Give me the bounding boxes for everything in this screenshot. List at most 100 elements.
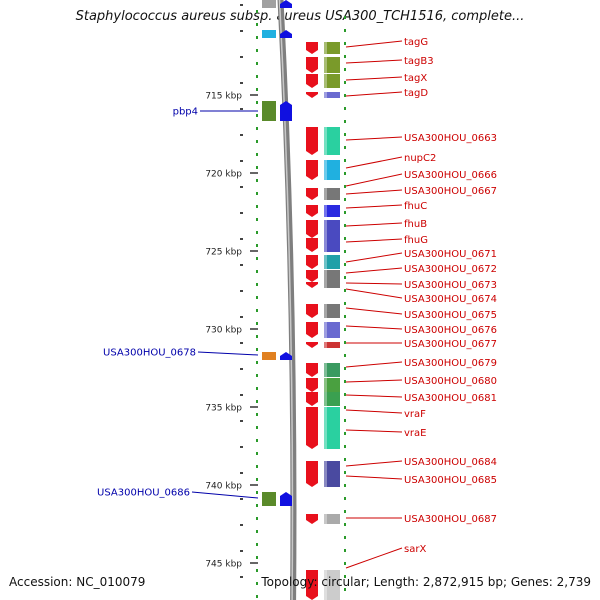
tick-dot [344,263,346,266]
tick-dot [344,172,346,175]
tick-dot [344,367,346,370]
tick-dot [256,556,258,559]
homolog-block [324,205,340,217]
tick-dot [344,289,346,292]
tick-dot [344,315,346,318]
tick-dot [256,153,258,156]
homolog-block [324,570,340,600]
homolog-block [262,30,276,38]
tick-dot [344,575,346,578]
label-leader [345,136,403,141]
tick-dot [344,250,346,253]
tick-dot [344,29,346,32]
label-leader [345,40,403,48]
tick-dot [344,302,346,305]
forward-gene-arrow [306,74,318,88]
homolog-highlight [324,304,327,318]
tick-dot [256,218,258,221]
tick-dots-left [240,4,258,598]
tick-dot [240,30,243,32]
label-leader [345,475,403,480]
label-leader [345,460,403,467]
tick-dots-right [344,16,346,591]
tick-dot [256,465,258,468]
tick-dot [256,517,258,520]
homolog-block [324,378,340,392]
gene-label: USA300HOU_0663 [404,133,497,144]
tick-dot [240,134,243,136]
homolog-block [324,127,340,155]
tick-dot [344,185,346,188]
forward-gene-arrow [306,363,318,377]
gene-label: nupC2 [404,153,436,164]
label-leader [345,222,403,227]
forward-gene-arrow [306,322,318,338]
tick-dot [344,276,346,279]
tick-dot [344,42,346,45]
gene-label: tagB3 [404,56,434,67]
gene-label: vraE [404,428,426,439]
label-leader [345,409,403,414]
homolog-highlight [324,461,327,487]
tick-dot [344,107,346,110]
gene-label: fhuC [404,201,427,212]
map-title: Staphylococcus aureus subsp. aureus USA3… [75,9,525,24]
gene-label: tagG [404,37,428,48]
tick-dot [240,160,243,162]
tick-dot [344,224,346,227]
gene-label: pbp4 [173,107,198,118]
homolog-block [324,282,340,288]
homolog-block [324,92,340,98]
gene-label: USA300HOU_0671 [404,249,497,260]
gene-label: USA300HOU_0677 [404,339,497,350]
tick-dot [240,238,243,240]
tick-dot [344,523,346,526]
tick-dot [344,458,346,461]
homolog-highlight [324,363,327,377]
tick-dot [240,446,243,448]
tick-dot [344,471,346,474]
tick-dot [240,342,243,344]
forward-gene-arrow [306,570,318,600]
homolog-block [324,188,340,200]
label-leader [345,429,403,433]
homolog-highlight [324,74,327,88]
forward-gene-arrow [306,270,318,282]
homolog-block [324,57,340,73]
forward-gene-arrow [306,160,318,180]
homolog-block [262,101,276,121]
tick-dot [240,212,243,214]
tick-dot [344,341,346,344]
homolog-highlight [324,342,327,348]
tick-dot [256,283,258,286]
tick-dot [240,498,243,500]
homolog-highlight [324,407,327,449]
tick-dot [344,588,346,591]
tick-dot [256,257,258,260]
tick-dot [256,192,258,195]
forward-gene-arrow [306,407,318,449]
tick-dot [256,166,258,169]
homolog-highlight [324,282,327,288]
tick-dot [344,55,346,58]
homolog-block [262,0,276,8]
homolog-block [324,342,340,348]
gene-label: USA300HOU_0666 [404,170,497,181]
tick-dot [344,510,346,513]
label-leader [345,173,403,187]
label-leader [345,288,403,299]
label-leader [345,238,403,243]
tick-dot [256,361,258,364]
tick-dot [344,432,346,435]
homolog-highlight [324,514,327,524]
homolog-block [324,304,340,318]
tick-dot [256,140,258,143]
tick-dot [256,426,258,429]
label-leader [345,394,403,398]
homolog-block [324,514,340,524]
homolog-block [324,363,340,377]
gene-label: USA300HOU_0686 [97,488,190,499]
forward-gene-arrow [306,238,318,252]
tick-dot [344,445,346,448]
tick-dot [344,81,346,84]
